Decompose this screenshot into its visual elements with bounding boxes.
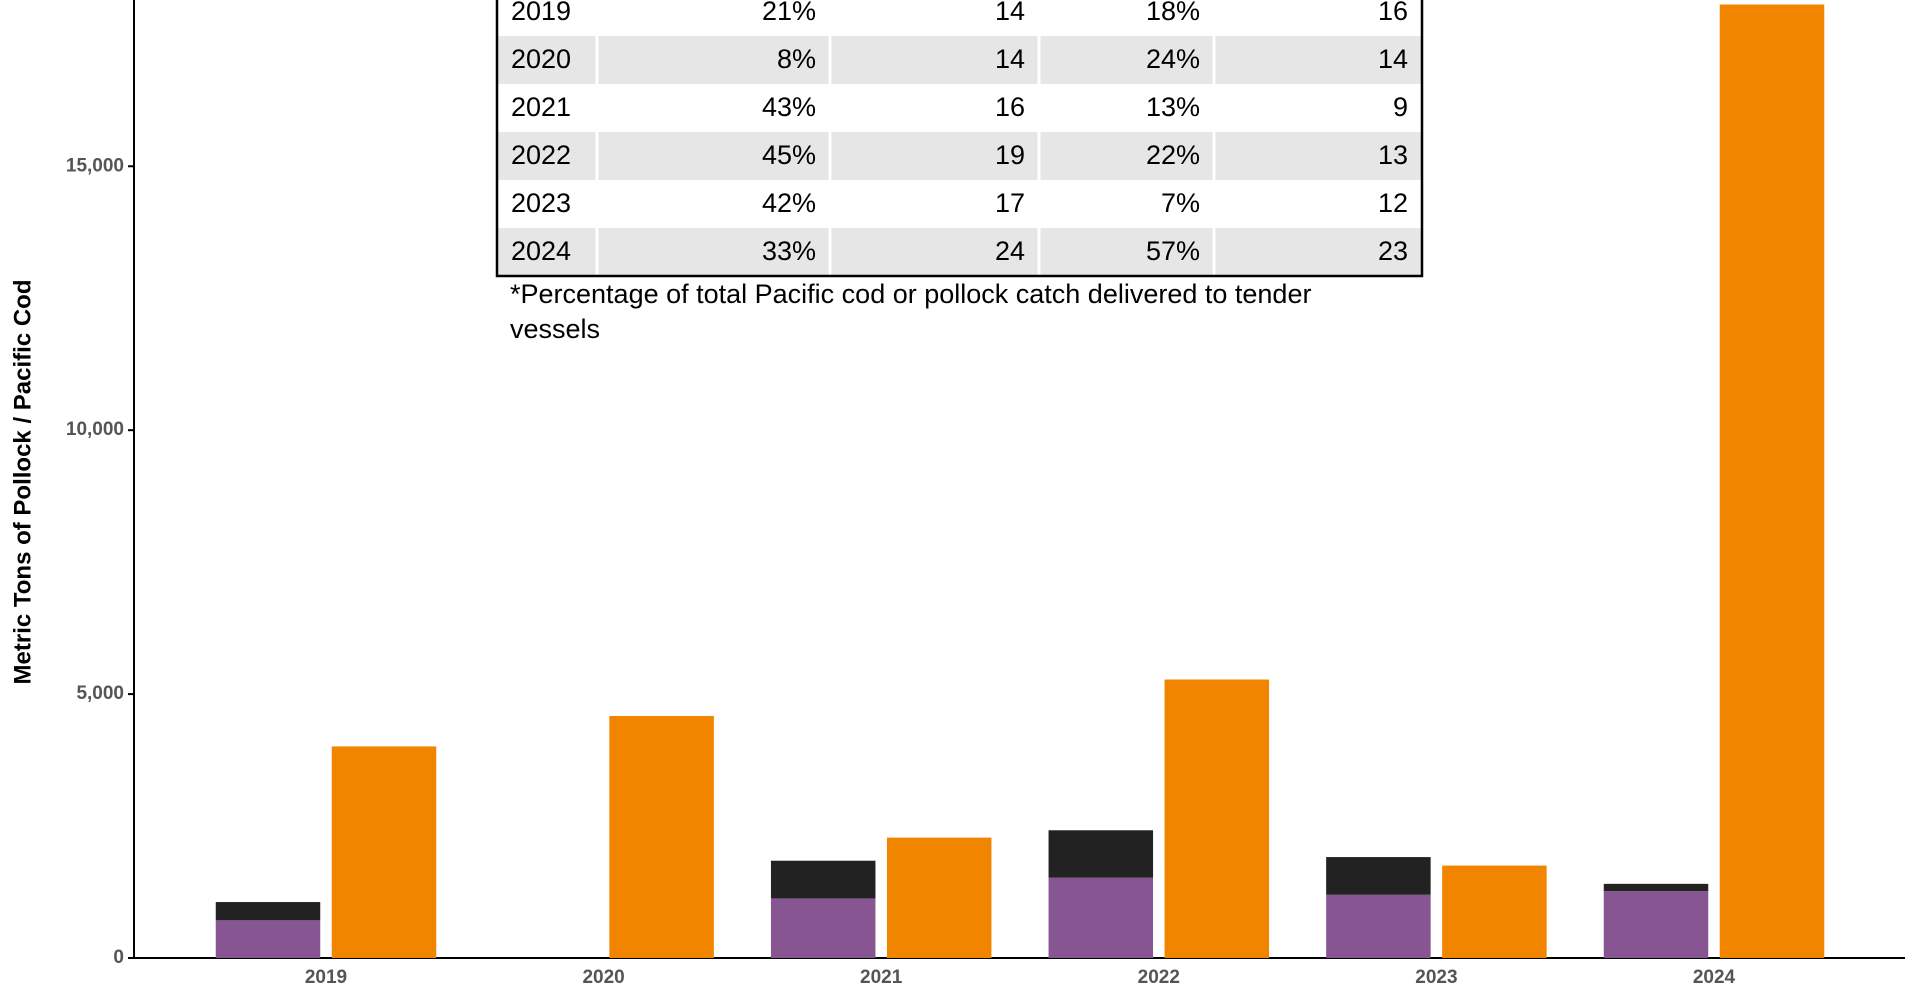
table-cell: 18% <box>1146 0 1200 26</box>
table-cell: 22% <box>1146 140 1200 170</box>
table-row-bg <box>497 36 1422 84</box>
bar <box>1719 4 1825 958</box>
table-cell: 14 <box>1378 44 1408 74</box>
bar <box>331 746 437 958</box>
x-tick-label: 2019 <box>305 967 347 988</box>
table-cell: 14 <box>995 0 1025 26</box>
table-cell: 45% <box>762 140 816 170</box>
table-note: vessels <box>510 314 600 344</box>
bar <box>215 902 321 921</box>
table-cell: 8% <box>777 44 816 74</box>
bar <box>1048 877 1154 958</box>
table-cell: 21% <box>762 0 816 26</box>
bar <box>215 920 321 958</box>
table-border <box>495 0 1424 278</box>
bar <box>886 837 992 958</box>
y-tick-label: 0 <box>113 947 124 968</box>
table-cell: 16 <box>995 92 1025 122</box>
y-axis-label: Metric Tons of Pollock / Pacific Cod <box>9 280 36 685</box>
table-row-bg <box>497 132 1422 180</box>
table-cell: 19 <box>995 140 1025 170</box>
table-cell: 33% <box>762 236 816 266</box>
table-cell: 2024 <box>511 236 571 266</box>
x-tick-label: 2021 <box>860 967 903 988</box>
table-cell: 43% <box>762 92 816 122</box>
table-cell: 7% <box>1161 188 1200 218</box>
y-tick-label: 5,000 <box>76 683 124 704</box>
bar <box>1164 679 1270 958</box>
table-cell: 23 <box>1378 236 1408 266</box>
table-cell: 12 <box>1378 188 1408 218</box>
table-cell: 2020 <box>511 44 571 74</box>
table-cell: 14 <box>995 44 1025 74</box>
table-cell: 13 <box>1378 140 1408 170</box>
y-tick-label: 15,000 <box>66 155 124 176</box>
table-cell: 24% <box>1146 44 1200 74</box>
table-cell: 42% <box>762 188 816 218</box>
x-tick-label: 2024 <box>1693 967 1736 988</box>
bar <box>770 860 876 899</box>
table-cell: 9 <box>1393 92 1408 122</box>
table-cell: 24 <box>995 236 1025 266</box>
table-cell: 17 <box>995 188 1025 218</box>
table-cell: 57% <box>1146 236 1200 266</box>
bar <box>1326 857 1431 895</box>
table-cell: 16 <box>1378 0 1408 26</box>
x-tick-label: 2022 <box>1138 967 1180 988</box>
bar <box>1603 891 1709 958</box>
table-cell: 2019 <box>511 0 571 26</box>
table-note: *Percentage of total Pacific cod or poll… <box>510 279 1311 309</box>
y-tick-label: 10,000 <box>66 419 124 440</box>
bar <box>770 898 876 958</box>
bar <box>1326 894 1431 958</box>
bar <box>609 715 714 958</box>
x-tick-label: 2020 <box>582 967 624 988</box>
table-row-bg <box>497 228 1422 276</box>
bar <box>1442 865 1547 958</box>
table-cell: 2022 <box>511 140 571 170</box>
table-cell: 2021 <box>511 92 571 122</box>
bar <box>1048 830 1154 878</box>
table-cell: 13% <box>1146 92 1200 122</box>
x-tick-label: 2023 <box>1415 967 1457 988</box>
table-cell: 2023 <box>511 188 571 218</box>
bar <box>1603 883 1709 892</box>
